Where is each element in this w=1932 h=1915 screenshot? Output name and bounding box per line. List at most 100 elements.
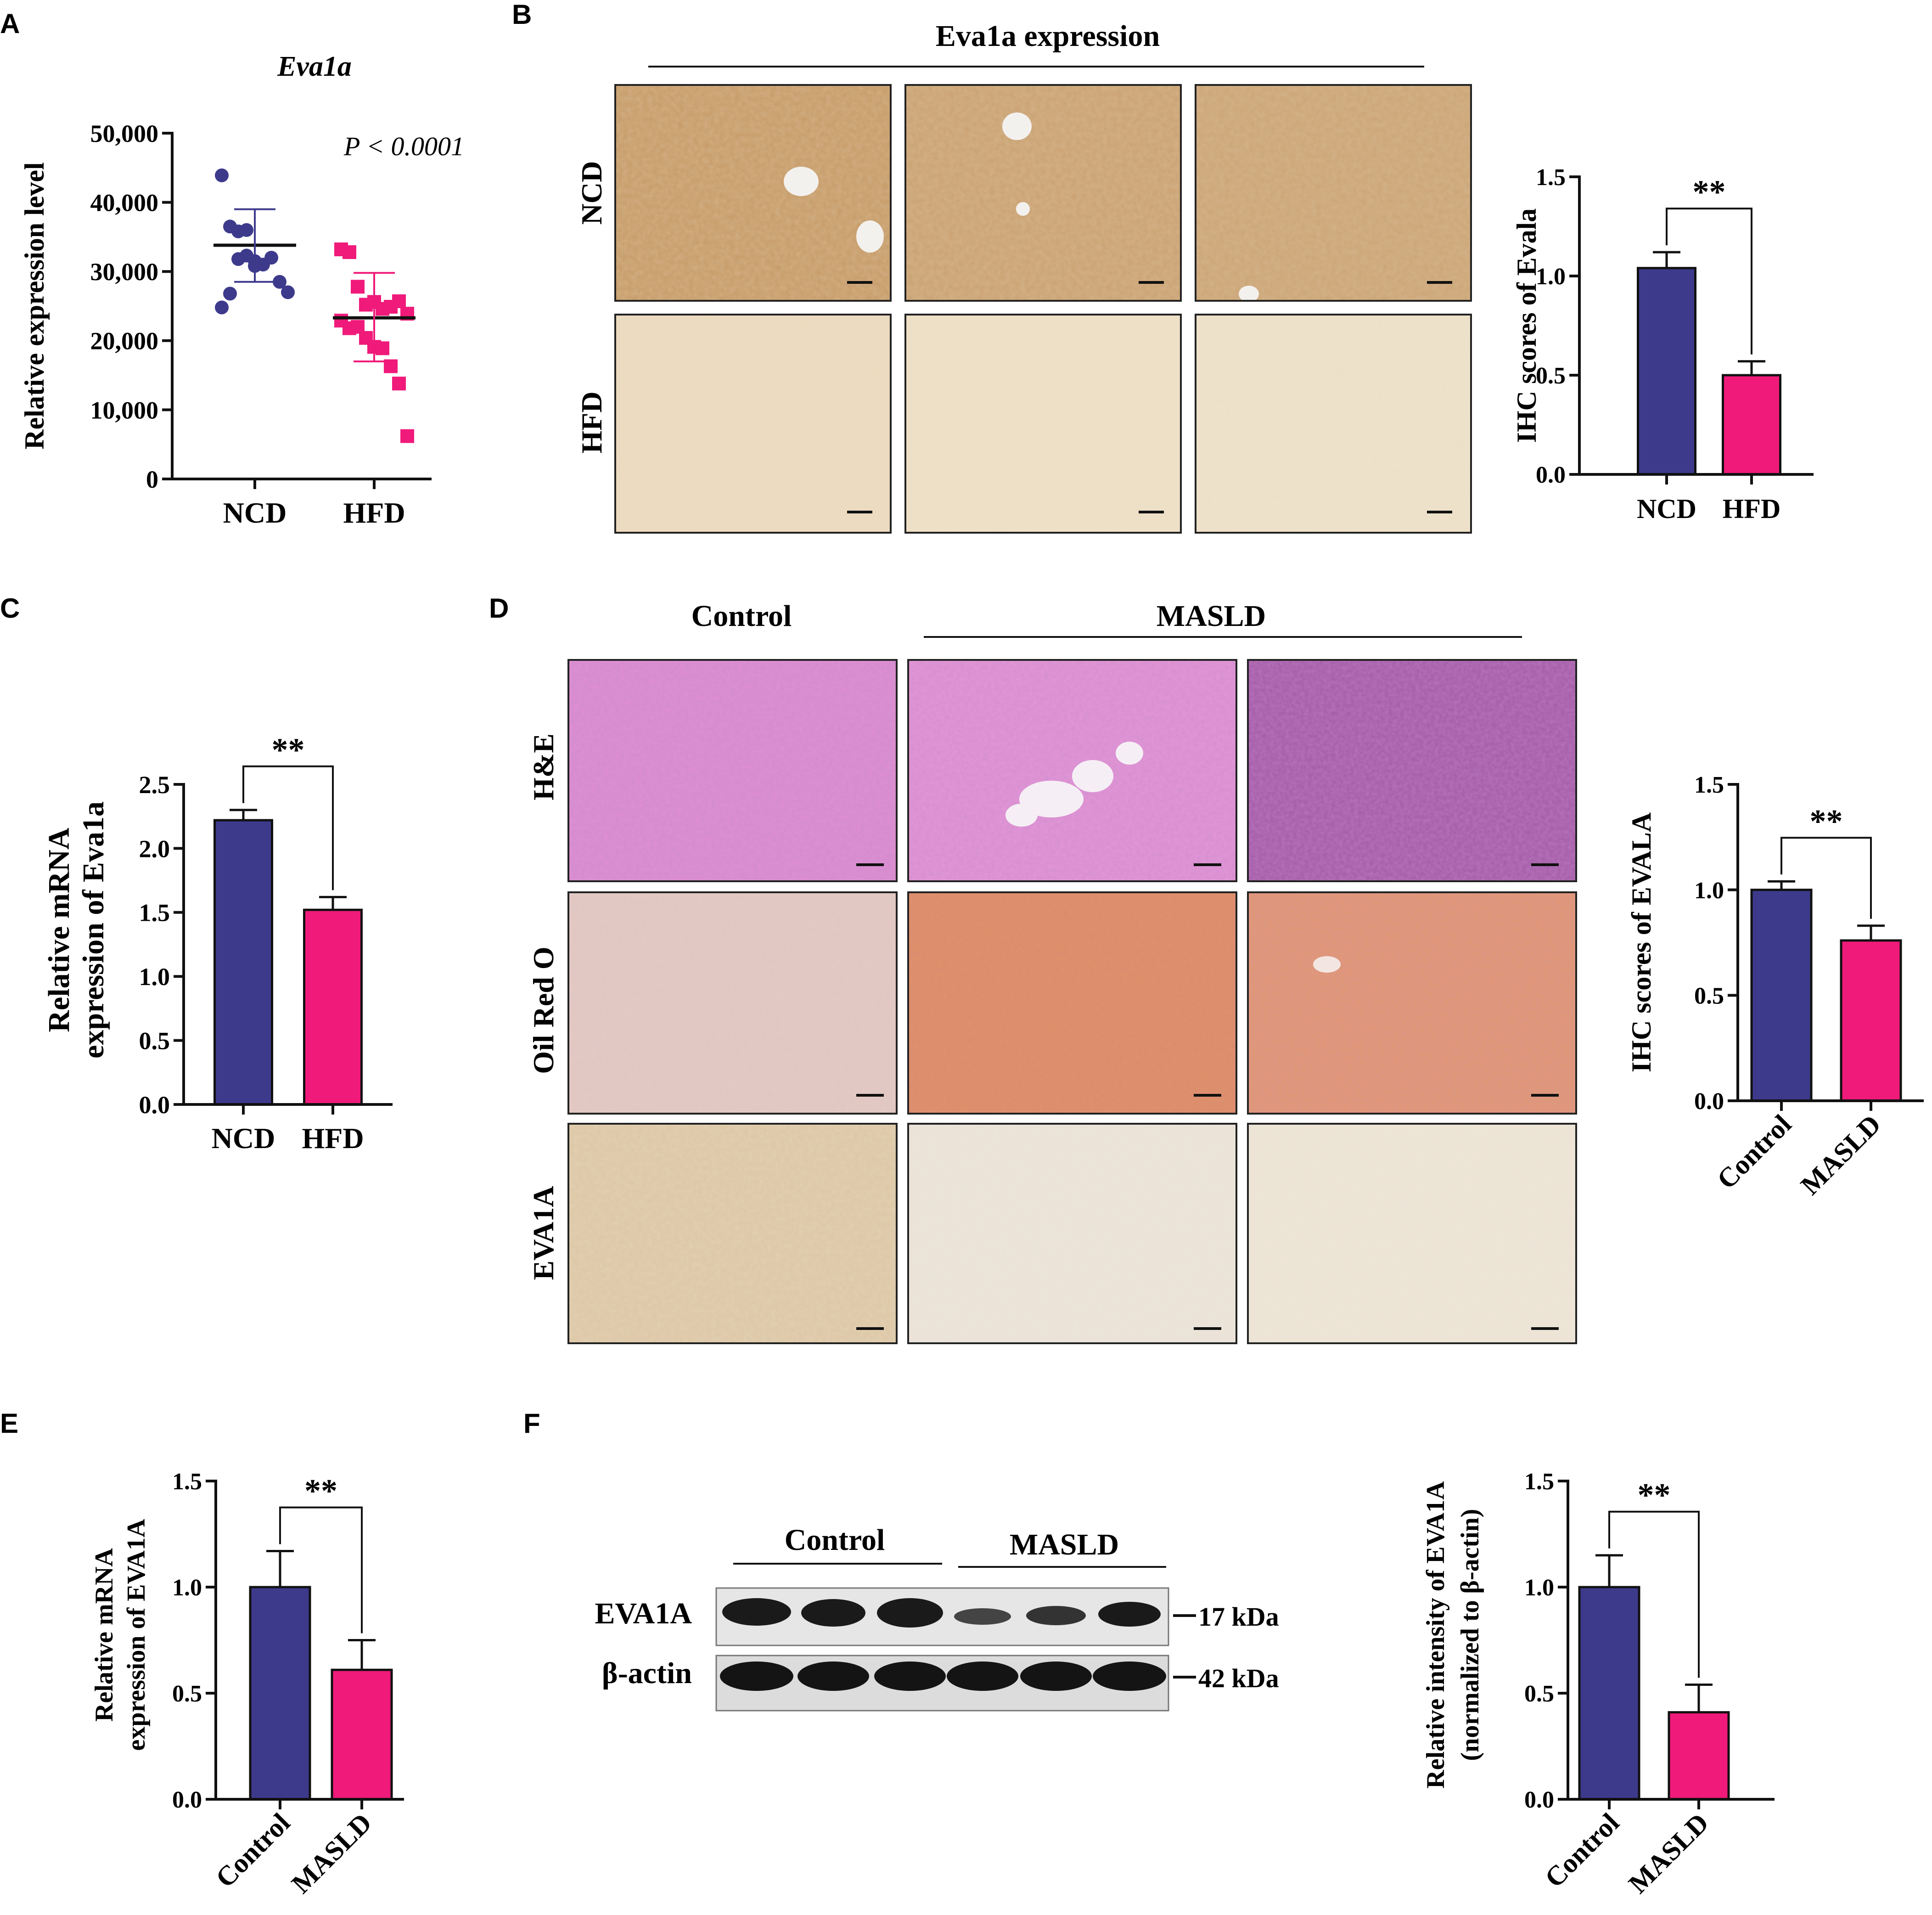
y-tick-label: 50,000 (90, 120, 159, 147)
point-ncd (240, 248, 253, 263)
bar-masld (1668, 1711, 1730, 1801)
y-tick-label: 1.5 (1524, 1469, 1554, 1495)
panel-d-header: Control MASLD (691, 599, 1522, 638)
panel-d-header-control: Control (691, 599, 792, 633)
panel-f-blot: Control MASLD EVA1A β-actin 17 kDa 42 kD… (595, 1523, 1279, 1712)
x-tick-label: HFD (1723, 494, 1781, 524)
x-tick-label: Control (1711, 1109, 1797, 1195)
y-tick-label: 1.0 (139, 963, 170, 991)
y-tick-label: 0.5 (139, 1027, 170, 1055)
x-tick-label: HFD (343, 496, 405, 529)
panel-a-pvalue: P < 0.0001 (343, 131, 464, 161)
y-tick-label: 0.0 (172, 1787, 202, 1813)
point-hfd (343, 245, 356, 259)
panel-b-row-ncd: NCD (575, 161, 608, 225)
micrograph-eva1a-masld-1 (907, 1123, 1237, 1344)
micrograph-eva1a-control (567, 1123, 898, 1344)
blot-strip-bactin (715, 1655, 1169, 1712)
panel-label-f: F (523, 1408, 540, 1439)
significance-label: ** (1810, 803, 1843, 839)
chart-b: ** 0.0 0.5 1.0 1.5 NCD HFD IHC scores of Evala (1511, 164, 1814, 524)
point-ncd (223, 287, 237, 301)
panel-label-a: A (0, 8, 20, 39)
x-tick-label: Control (1539, 1808, 1625, 1893)
y-tick-label: 1.5 (172, 1469, 202, 1495)
micrograph-he-masld-1 (907, 659, 1237, 882)
significance-label: ** (1638, 1477, 1671, 1514)
bar-control (1578, 1586, 1640, 1801)
x-tick-label: HFD (302, 1122, 364, 1155)
point-ncd (215, 168, 229, 182)
point-ncd (240, 223, 253, 237)
micrograph-eva1a-masld-2 (1247, 1123, 1577, 1344)
blot-strip-eva1a (715, 1587, 1169, 1646)
micrograph-ncd-2 (904, 84, 1182, 302)
y-tick-label: 0.0 (139, 1091, 170, 1119)
y-tick-label: 0.0 (1524, 1787, 1554, 1813)
y-axis-label: IHC scores of Evala (1511, 208, 1542, 443)
y-tick-label: 20,000 (90, 327, 159, 355)
micrograph-hfd-1 (614, 314, 892, 534)
significance-bracket (1666, 208, 1752, 355)
x-tick-label: MASLD (1623, 1808, 1714, 1899)
blot-header-masld: MASLD (1010, 1528, 1119, 1561)
y-tick-label: 0.0 (1536, 462, 1566, 488)
x-tick-label: MASLD (286, 1808, 377, 1899)
y-tick-label: 30,000 (90, 258, 159, 286)
panel-label-c: C (0, 593, 20, 624)
y-axis-label-line1: Relative mRNA (90, 1548, 118, 1721)
bar-hfd (1722, 374, 1781, 476)
y-axis-label-line2: expression of EVA1A (122, 1519, 151, 1751)
chart-a: 0 10,000 20,000 30,000 40,000 50,000 NCD HFD Rel… (19, 120, 432, 529)
y-axis-label-line2: expression of Eva1a (77, 801, 110, 1059)
panel-b-header: Eva1a expression (648, 19, 1424, 68)
y-tick-label: 0.5 (1536, 363, 1566, 389)
blot-marker-17kda: 17 kDa (1198, 1602, 1279, 1632)
bar-ncd (1637, 267, 1696, 476)
y-tick-label: 0.0 (1694, 1088, 1724, 1115)
y-tick-label: 2.5 (139, 771, 170, 799)
micrograph-he-control (567, 659, 898, 882)
panel-d-row-oro: Oil Red O (527, 946, 560, 1074)
y-tick-label: 0.5 (172, 1681, 202, 1707)
chart-c: ** 0.0 0.5 1.0 1.5 2.0 2.5 NCD HFD Relative mRNA e… (42, 732, 393, 1155)
y-tick-label: 2.0 (139, 835, 170, 862)
y-tick-label: 1.5 (1536, 164, 1566, 191)
bar-hfd (303, 908, 363, 1106)
point-hfd (351, 280, 365, 294)
panel-b-row-hfd: HFD (575, 391, 608, 453)
micrograph-hfd-2 (904, 314, 1182, 534)
significance-label: ** (272, 732, 305, 768)
bar-masld (331, 1668, 393, 1801)
blot-header-control: Control (785, 1523, 885, 1557)
point-ncd (264, 251, 278, 265)
blot-bands-eva1a (722, 1598, 1161, 1628)
panel-label-e: E (0, 1408, 18, 1439)
blot-row-bactin: β-actin (602, 1656, 692, 1690)
micrograph-ncd-3 (1195, 84, 1472, 302)
y-axis-label-line1: Relative intensity of EVA1A (1421, 1481, 1450, 1789)
micrograph-ncd-1 (614, 84, 892, 302)
significance-bracket (279, 1506, 363, 1633)
significance-label: ** (304, 1472, 337, 1509)
panel-a-title: Eva1a (277, 51, 352, 82)
y-tick-label: 1.0 (1524, 1575, 1554, 1601)
y-tick-label: 0.5 (1524, 1681, 1554, 1707)
micrograph-oro-control (567, 891, 898, 1115)
significance-bracket (1780, 837, 1872, 919)
x-tick-label: NCD (223, 496, 287, 529)
point-ncd (273, 275, 286, 289)
bar-ncd (213, 819, 273, 1106)
y-tick-label: 1.0 (172, 1575, 202, 1601)
bar-control (1750, 889, 1813, 1102)
y-tick-label: 1.0 (1694, 878, 1724, 904)
y-tick-label: 10,000 (90, 396, 159, 424)
y-tick-label: 40,000 (90, 189, 159, 217)
point-ncd (215, 300, 229, 315)
micrograph-oro-masld-2 (1247, 891, 1577, 1115)
blot-marker-42kda: 42 kDa (1198, 1663, 1279, 1693)
